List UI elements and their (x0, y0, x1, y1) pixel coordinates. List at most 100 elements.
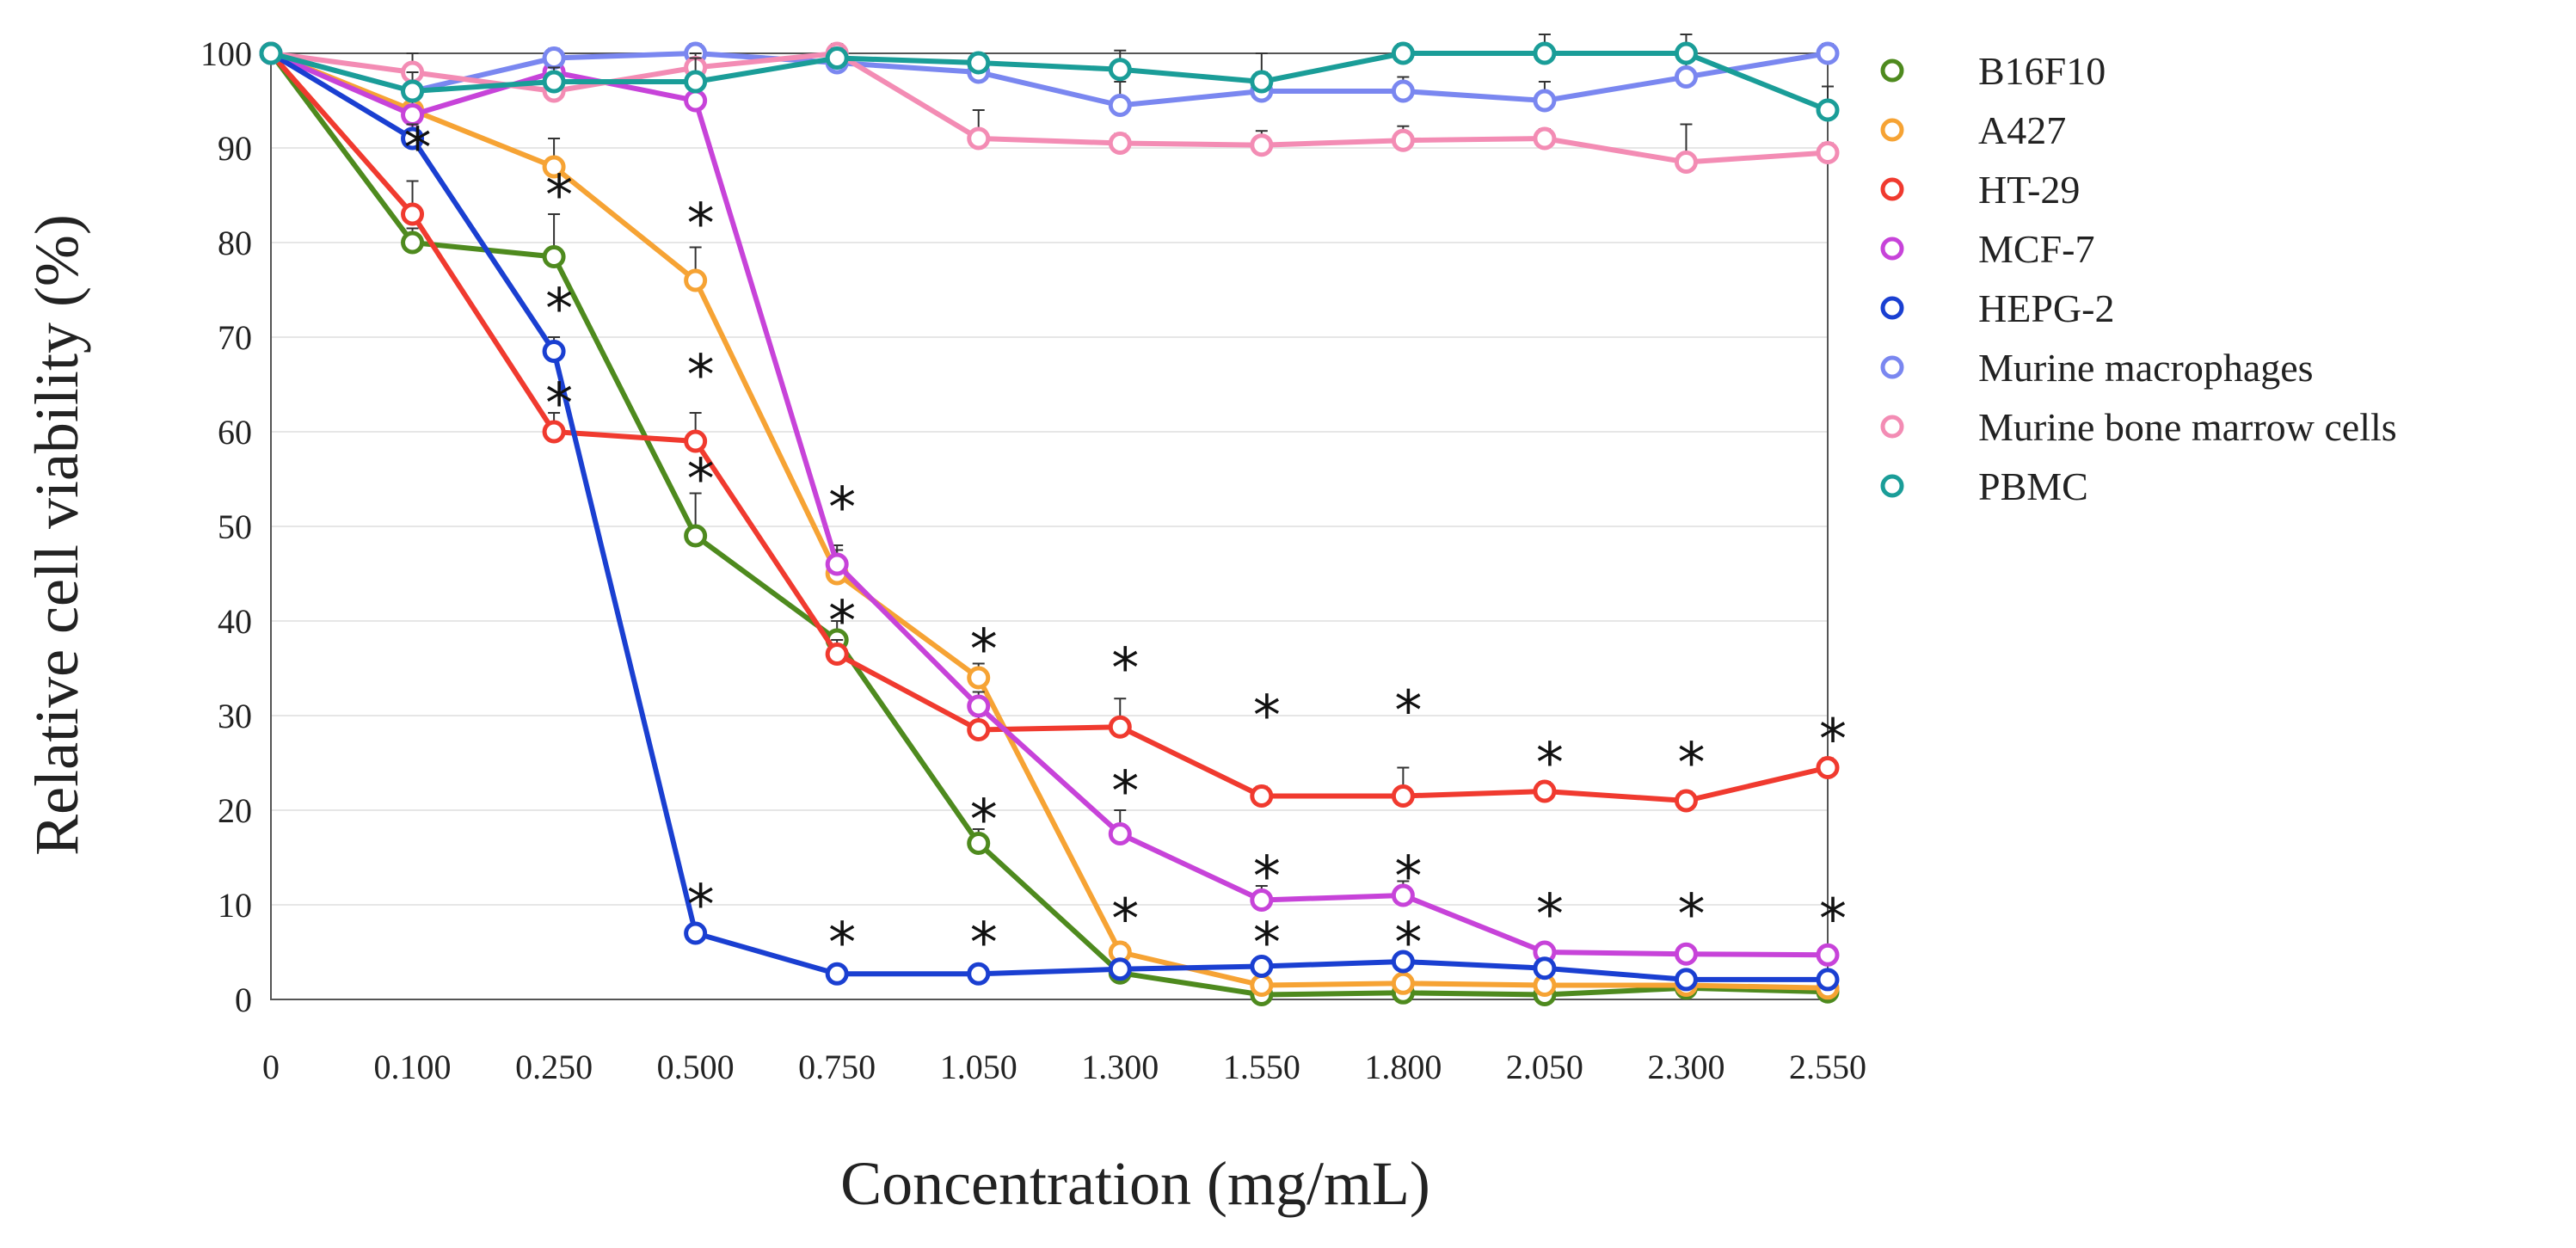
asterisk-marker: * (404, 117, 432, 181)
series-a427 (259, 41, 1840, 1000)
y-tick-label-20: 20 (218, 791, 252, 830)
data-point (684, 268, 708, 292)
data-point (967, 832, 991, 855)
data-point (542, 155, 566, 179)
legend-label: Murine bone marrow cells (1978, 405, 2397, 449)
asterisk-marker: * (1819, 888, 1847, 952)
data-point (1391, 784, 1415, 808)
data-point (401, 202, 425, 226)
data-point (1250, 784, 1274, 808)
series-line (270, 51, 1829, 165)
asterisk-marker: * (545, 372, 573, 436)
asterisk-marker: * (687, 193, 715, 256)
legend-label: HT-29 (1978, 168, 2080, 212)
asterisk-marker: * (1536, 883, 1564, 947)
x-tick-label-0.750: 0.750 (798, 1048, 876, 1086)
grid-layer (271, 147, 1828, 906)
data-point (1391, 79, 1415, 103)
series-hepg-2 (259, 41, 1840, 992)
data-point (1816, 943, 1840, 967)
significance-markers: * * * * * * * * * * * * * * * * * * * * * * * * * * * * * (404, 117, 1847, 975)
data-point (1391, 971, 1415, 995)
series-murine-macrophages (259, 41, 1840, 117)
data-point (1108, 94, 1132, 117)
data-point (1250, 955, 1274, 978)
data-point (1250, 888, 1274, 912)
legend-label: B16F10 (1978, 49, 2106, 93)
data-point (684, 89, 708, 113)
data-point (967, 694, 991, 718)
data-point (825, 642, 849, 666)
legend-marker (1880, 474, 1904, 498)
y-tick-label-10: 10 (218, 886, 252, 925)
legend-marker (1880, 58, 1904, 83)
legend-label: PBMC (1978, 464, 2088, 508)
asterisk-marker: * (970, 618, 998, 682)
legend-label: HEPG-2 (1978, 286, 2114, 330)
data-point (1533, 89, 1557, 113)
legend-label: A427 (1978, 108, 2066, 152)
x-tick-label-1.300: 1.300 (1081, 1048, 1159, 1086)
data-point (401, 231, 425, 255)
data-point (1250, 974, 1274, 997)
data-point (542, 245, 566, 268)
asterisk-marker: * (1111, 637, 1139, 701)
series-line (269, 51, 1828, 982)
data-point (1391, 883, 1415, 907)
data-point (1250, 70, 1274, 94)
legend-item-murine-bone-marrow-cells: Murine bone marrow cells (1880, 405, 2397, 449)
asterisk-marker: * (545, 164, 573, 228)
data-point (1533, 779, 1557, 803)
y-tick-label-30: 30 (218, 697, 252, 735)
data-point (1816, 41, 1840, 65)
y-axis-title: Relative cell viability (%) (22, 214, 91, 856)
x-tick-label-2.050: 2.050 (1506, 1048, 1583, 1086)
asterisk-marker: * (1677, 883, 1705, 947)
data-point (1108, 58, 1132, 82)
data-point (1674, 789, 1698, 813)
plot-frame (270, 52, 1829, 1000)
data-point (1391, 41, 1415, 65)
data-point (1108, 132, 1132, 155)
y-tick-label-40: 40 (218, 602, 252, 641)
series-line (269, 51, 1829, 991)
x-tick-label-0.500: 0.500 (657, 1048, 735, 1086)
data-point (1816, 141, 1840, 164)
data-point (542, 340, 566, 363)
x-tick-label-2.300: 2.300 (1647, 1048, 1725, 1086)
series-line (270, 51, 1829, 108)
asterisk-marker: * (1253, 685, 1281, 748)
data-point (1674, 41, 1698, 65)
data-point (825, 552, 849, 576)
asterisk-marker: * (1111, 888, 1139, 952)
data-point (1533, 126, 1557, 151)
asterisk-marker: * (1394, 680, 1422, 744)
x-axis-ticks: 0 0.100 0.250 0.500 0.750 1.050 1.300 1.550 1.80… (262, 1048, 1866, 1086)
data-point (967, 718, 991, 741)
legend-marker (1880, 237, 1904, 261)
data-point (684, 429, 708, 453)
asterisk-marker: * (1253, 912, 1281, 975)
asterisk-marker: * (1819, 709, 1847, 772)
y-tick-label-60: 60 (218, 413, 252, 452)
asterisk-marker: * (970, 789, 998, 852)
data-point (401, 79, 425, 103)
data-point (1816, 968, 1840, 992)
legend-marker (1880, 118, 1904, 142)
data-point (1391, 950, 1415, 974)
legend-marker (1880, 415, 1904, 439)
x-tick-label-0: 0 (262, 1048, 280, 1086)
series-pbmc (259, 34, 1840, 122)
data-point (967, 962, 991, 986)
legend-item-hepg-2: HEPG-2 (1880, 286, 2114, 330)
x-tick-label-2.550: 2.550 (1789, 1048, 1866, 1086)
data-point (825, 46, 849, 70)
legend-marker (1880, 296, 1904, 320)
series-line (268, 52, 1829, 803)
x-tick-label-1.550: 1.550 (1223, 1048, 1300, 1086)
x-tick-label-1.050: 1.050 (940, 1048, 1017, 1086)
asterisk-marker: * (1536, 732, 1564, 796)
y-tick-label-90: 90 (218, 129, 252, 168)
